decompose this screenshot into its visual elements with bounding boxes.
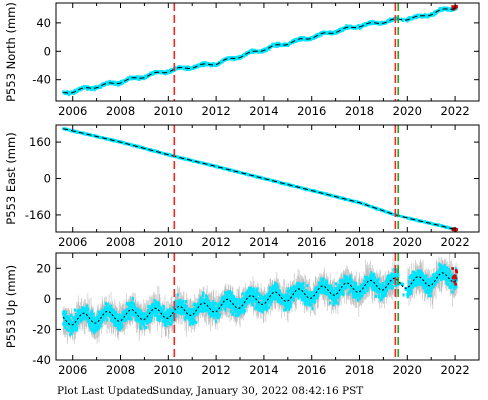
data-points xyxy=(62,127,459,232)
model-fit-line xyxy=(63,7,457,94)
data-point xyxy=(406,20,409,23)
data-point xyxy=(376,20,379,23)
data-point xyxy=(318,35,321,38)
data-point xyxy=(269,46,272,49)
data-point xyxy=(424,13,427,16)
data-point xyxy=(117,84,120,87)
x-tick-label: 2012 xyxy=(201,104,230,118)
data-point xyxy=(420,16,423,19)
panel-1: 2006 2008 2010 2012 2014 2016 2018 2020 2022 -40 0… xyxy=(4,2,480,118)
data-point xyxy=(416,16,419,20)
data-point xyxy=(368,23,371,26)
y-tick-label: 40 xyxy=(36,16,51,30)
x-tick-label: 2010 xyxy=(154,104,183,118)
x-tick-label: 2020 xyxy=(393,104,422,118)
data-point xyxy=(314,36,317,40)
y-tick-label: 0 xyxy=(44,44,51,58)
data-point xyxy=(73,92,76,95)
data-point xyxy=(402,18,405,21)
data-point xyxy=(271,42,274,45)
data-point xyxy=(400,17,403,20)
data-point xyxy=(67,94,71,97)
data-point xyxy=(268,48,271,51)
data-point xyxy=(291,41,294,45)
panel-2: 2006 2008 2010 2012 2014 2016 2018 2020 2022-160… xyxy=(4,124,480,249)
data-point xyxy=(435,12,438,15)
data-point xyxy=(309,38,313,41)
data-point xyxy=(201,64,204,68)
data-point xyxy=(320,34,323,37)
data-point xyxy=(118,84,121,87)
data-point xyxy=(265,49,268,52)
data-points xyxy=(62,4,459,97)
data-point xyxy=(86,88,89,91)
recent-point xyxy=(451,5,455,8)
y-tick-label: -40 xyxy=(32,73,51,87)
x-tick-label: 2006 xyxy=(58,104,87,118)
recent-point xyxy=(455,5,458,9)
data-point xyxy=(401,19,404,23)
data-point xyxy=(116,80,119,84)
data-point xyxy=(275,41,279,45)
plot-frame xyxy=(55,2,480,102)
data-point xyxy=(108,79,112,83)
data-point xyxy=(200,61,203,65)
data-point xyxy=(251,48,254,51)
x-tick-label: 2022 xyxy=(440,104,469,118)
y-axis-label: P553 North (mm) xyxy=(4,2,18,102)
data-point xyxy=(385,22,388,25)
x-tick-label: 2018 xyxy=(345,104,374,118)
footer-timestamp: Sunday, January 30, 2022 08:42:16 PST xyxy=(152,385,363,397)
x-tick-label: 2016 xyxy=(297,104,326,118)
footer-label: Plot Last Updated: xyxy=(57,385,157,397)
x-tick-label: 2008 xyxy=(106,104,135,118)
data-point xyxy=(359,27,362,30)
data-point xyxy=(165,69,169,72)
data-point xyxy=(202,64,205,68)
data-point xyxy=(341,29,344,33)
x-tick-label: 2014 xyxy=(249,104,278,118)
